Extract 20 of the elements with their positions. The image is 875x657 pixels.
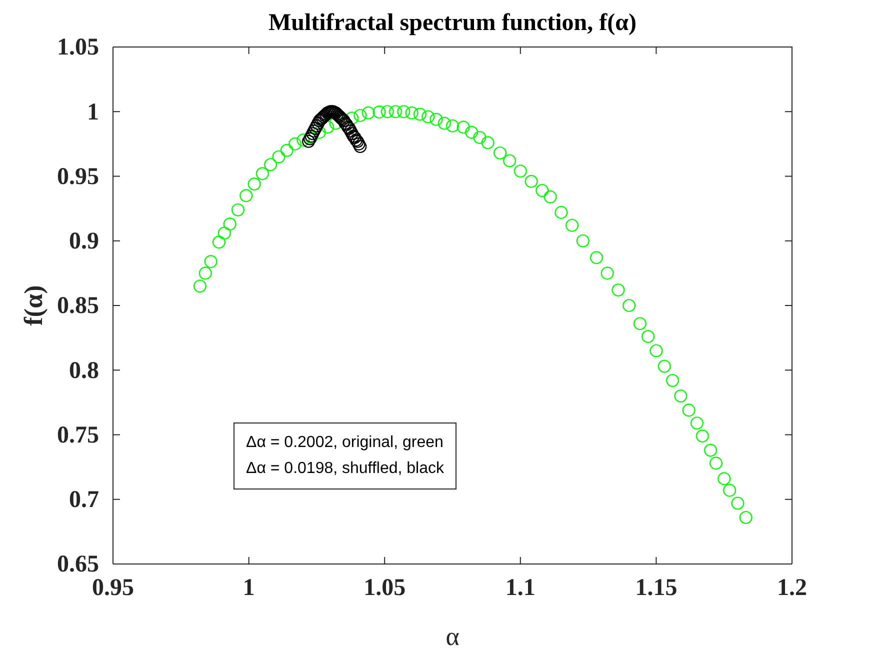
y-tick-label: 0.9 [69, 228, 99, 255]
y-tick-label: 0.7 [69, 487, 99, 514]
y-tick-label: 1 [87, 99, 99, 126]
annotation: Δα = 0.0198, shuffled, black [246, 460, 445, 477]
y-tick-label: 0.8 [69, 358, 99, 384]
chart-title: Multifractal spectrum function, f(α) [268, 10, 636, 36]
x-tick-label: 0.95 [92, 575, 134, 602]
annotation: Δα = 0.2002, original, green [246, 434, 444, 451]
y-axis-title: f(α) [19, 285, 48, 326]
x-axis-title: α [446, 622, 460, 651]
x-tick-label: 1 [242, 575, 255, 602]
y-tick-label: 0.95 [57, 164, 99, 190]
x-tick-label: 1.1 [505, 575, 536, 602]
y-tick-label: 1.05 [57, 34, 99, 61]
x-tick-label: 1.05 [364, 575, 406, 602]
y-tick-label: 0.65 [57, 552, 99, 578]
x-tick-label: 1.2 [777, 575, 807, 602]
y-tick-label: 0.75 [57, 422, 99, 448]
y-tick-label: 0.85 [57, 293, 99, 320]
x-tick-label: 1.15 [635, 575, 678, 602]
